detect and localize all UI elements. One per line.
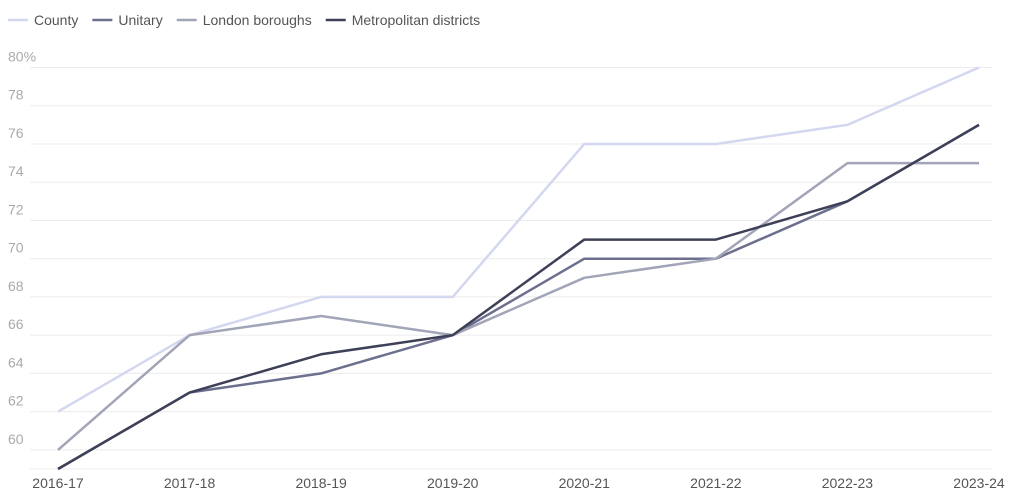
y-tick-label: 60 [8,431,24,447]
x-tick-label: 2023-24 [953,475,1005,491]
x-tick-label: 2018-19 [295,475,347,491]
legend-label: County [34,12,78,28]
x-tick-label: 2021-22 [690,475,742,491]
y-tick-label: 74 [8,163,24,179]
y-tick-label: 66 [8,316,24,332]
y-tick-label: 62 [8,393,24,409]
x-tick-label: 2016-17 [32,475,84,491]
series-line [57,66,980,413]
y-tick-label: 78 [8,87,24,103]
x-tick-label: 2020-21 [559,475,611,491]
y-tick-label: 70 [8,240,24,256]
legend-label: London boroughs [203,12,312,28]
x-tick-label: 2022-23 [822,475,874,491]
series-line [57,123,980,471]
y-tick-label: 72 [8,201,24,217]
y-tick-label: 68 [8,278,24,294]
x-tick-label: 2017-18 [164,475,216,491]
legend-label: Metropolitan districts [352,12,480,28]
legend-label: Unitary [118,12,162,28]
y-tick-label: 64 [8,354,24,370]
y-tick-label: 80% [8,49,36,65]
x-tick-label: 2019-20 [427,475,479,491]
series-line [57,161,979,451]
series-line [57,123,980,471]
y-tick-label: 76 [8,125,24,141]
